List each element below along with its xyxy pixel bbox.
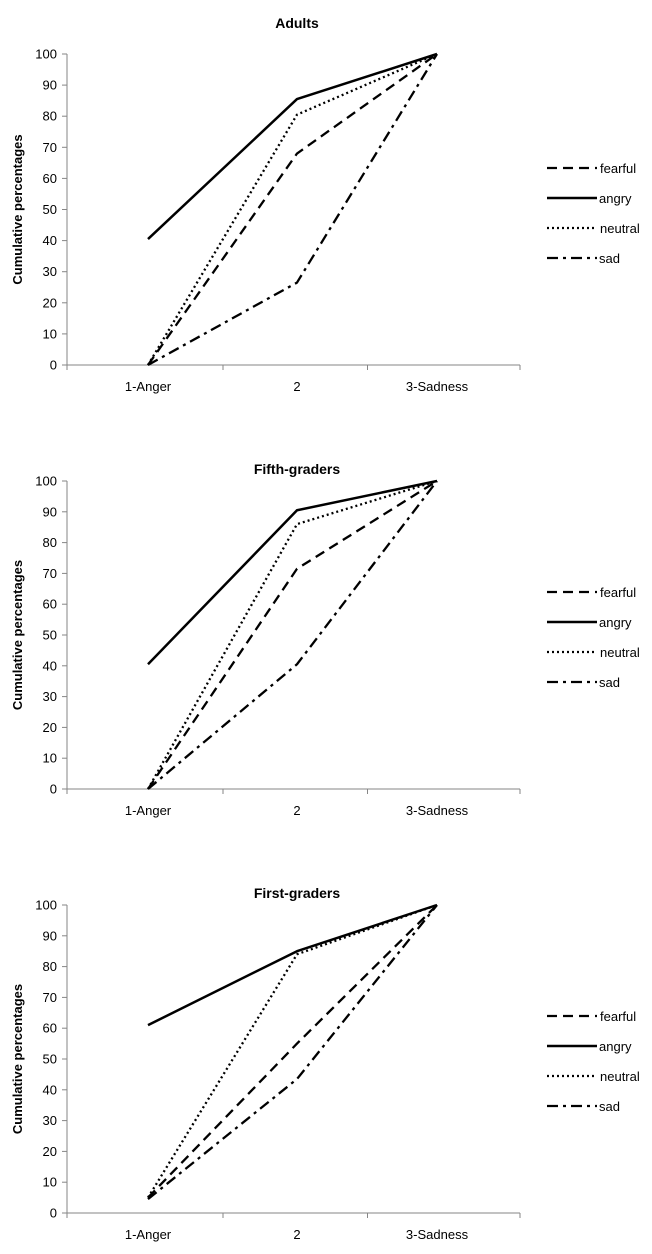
y-tick-label: 0	[50, 782, 57, 797]
y-tick-label: 30	[43, 689, 57, 704]
y-tick-label: 60	[43, 171, 57, 186]
legend-label-sad: sad	[599, 675, 620, 690]
y-tick-label: 100	[35, 47, 57, 62]
x-tick-label: 3-Sadness	[406, 1227, 469, 1242]
legend: fearful angry neutral sad	[547, 1009, 640, 1114]
legend-label-fearful: fearful	[600, 585, 636, 600]
series-line-neutral	[146, 479, 438, 790]
y-axis-label: Cumulative percentages	[10, 560, 25, 710]
legend-label-fearful: fearful	[600, 1009, 636, 1024]
y-axis-label: Cumulative percentages	[10, 984, 25, 1134]
y-tick-label: 30	[43, 1113, 57, 1128]
y-tick-label: 70	[43, 566, 57, 581]
chart-panel-0: Adults Cumulative percentages 0 10 20 30 40 50 6…	[10, 15, 640, 394]
y-tick-label: 20	[43, 1144, 57, 1159]
y-axis-label: Cumulative percentages	[10, 134, 25, 284]
y-tick-label: 90	[43, 78, 57, 93]
legend-label-angry: angry	[599, 191, 632, 206]
series-line-fearful	[147, 480, 438, 790]
series-line-fearful	[147, 53, 438, 366]
y-tick-label: 100	[35, 474, 57, 489]
y-tick-label: 20	[43, 295, 57, 310]
legend-label-angry: angry	[599, 1039, 632, 1054]
y-tick-label: 80	[43, 109, 57, 124]
legend-label-sad: sad	[599, 1099, 620, 1114]
x-tick-label: 3-Sadness	[406, 379, 469, 394]
y-tick-label: 0	[50, 1206, 57, 1221]
series-line-angry	[147, 903, 438, 1027]
y-tick-label: 10	[43, 751, 57, 766]
legend-label-neutral: neutral	[600, 645, 640, 660]
legend-label-angry: angry	[599, 615, 632, 630]
chart-title: First-graders	[254, 885, 341, 901]
y-tick-label: 40	[43, 1082, 57, 1097]
y-tick-label: 20	[43, 720, 57, 735]
chart-panel-1: Fifth-graders Cumulative percentages 0 10 20…	[10, 461, 640, 818]
legend-label-fearful: fearful	[600, 161, 636, 176]
series-line-neutral	[147, 52, 438, 366]
y-tick-label: 50	[43, 1052, 57, 1067]
chart-panel-2: First-graders Cumulative percentages 0 10 20…	[10, 885, 640, 1242]
y-tick-label: 80	[43, 959, 57, 974]
y-tick-label: 60	[43, 597, 57, 612]
y-tick-label: 10	[43, 326, 57, 341]
series-line-sad	[147, 480, 438, 790]
y-tick-label: 70	[43, 140, 57, 155]
series-line-sad	[147, 904, 438, 1201]
legend: fearful angry neutral sad	[547, 161, 640, 266]
y-tick-label: 0	[50, 358, 57, 373]
legend: fearful angry neutral sad	[547, 585, 640, 690]
series-line-angry	[147, 52, 438, 240]
chart-title: Adults	[275, 15, 319, 31]
y-tick-label: 40	[43, 233, 57, 248]
y-tick-label: 60	[43, 1021, 57, 1036]
y-tick-label: 90	[43, 504, 57, 519]
x-tick-label: 1-Anger	[125, 1227, 172, 1242]
x-tick-label: 3-Sadness	[406, 803, 469, 818]
y-tick-label: 100	[35, 898, 57, 913]
y-tick-label: 50	[43, 628, 57, 643]
x-tick-label: 2	[293, 379, 300, 394]
series-line-neutral	[147, 903, 438, 1199]
series-line-fearful	[147, 904, 438, 1199]
y-tick-label: 30	[43, 264, 57, 279]
y-tick-label: 80	[43, 535, 57, 550]
chart-title: Fifth-graders	[254, 461, 341, 477]
y-tick-label: 10	[43, 1175, 57, 1190]
x-tick-label: 1-Anger	[125, 803, 172, 818]
series-line-angry	[147, 479, 438, 666]
legend-label-sad: sad	[599, 251, 620, 266]
x-tick-label: 2	[293, 803, 300, 818]
y-tick-label: 90	[43, 928, 57, 943]
x-tick-label: 1-Anger	[125, 379, 172, 394]
legend-label-neutral: neutral	[600, 221, 640, 236]
series-line-sad	[147, 53, 438, 367]
legend-label-neutral: neutral	[600, 1069, 640, 1084]
y-tick-label: 40	[43, 658, 57, 673]
y-tick-label: 70	[43, 990, 57, 1005]
y-tick-label: 50	[43, 202, 57, 217]
x-tick-label: 2	[293, 1227, 300, 1242]
